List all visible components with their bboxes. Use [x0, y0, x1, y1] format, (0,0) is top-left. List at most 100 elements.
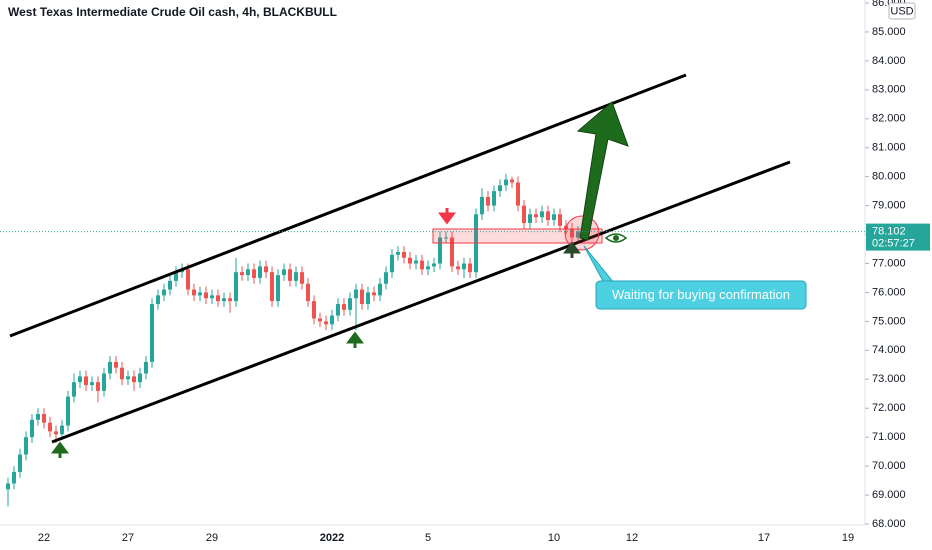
candle-body: [420, 260, 424, 270]
candle-body: [228, 298, 232, 302]
candle-body: [36, 414, 40, 420]
candle-body: [114, 361, 118, 368]
candle-body: [132, 376, 136, 383]
currency-label: USD: [890, 5, 913, 17]
y-tick-label: 84.000: [872, 55, 906, 67]
last-price-box: [866, 223, 930, 251]
x-tick-label: 5: [425, 532, 431, 544]
candle-body: [258, 266, 262, 278]
candle-body: [540, 211, 544, 218]
candle-body: [378, 283, 382, 296]
candle-body: [54, 431, 58, 435]
candle-body: [198, 292, 202, 296]
eye-icon: [604, 233, 628, 243]
candle-body: [426, 266, 430, 270]
candle-body: [120, 367, 124, 380]
candle-body: [342, 304, 346, 310]
candle-body: [366, 292, 370, 305]
candle-body: [246, 269, 250, 276]
candles: [6, 173, 580, 507]
candle-body: [6, 483, 10, 490]
x-tick-label: 17: [758, 532, 770, 544]
y-tick-label: 85.000: [872, 26, 906, 38]
candle-body: [318, 318, 322, 322]
candle-body: [330, 315, 334, 325]
candle-body: [396, 251, 400, 255]
candle-body: [162, 289, 166, 296]
x-tick-label: 29: [206, 532, 218, 544]
candle-body: [42, 414, 46, 423]
last-price-label: 78.102: [872, 226, 906, 238]
candle-body: [294, 272, 298, 281]
candle-body: [408, 257, 412, 264]
candle-body: [456, 266, 460, 270]
y-tick-label: 77.000: [872, 257, 906, 269]
candle-body: [108, 361, 112, 374]
candle-body: [288, 269, 292, 281]
candle-body: [312, 301, 316, 319]
candle-body: [492, 191, 496, 206]
candle-body: [144, 361, 148, 374]
candle-body: [546, 211, 550, 221]
y-tick-label: 75.000: [872, 315, 906, 327]
candle-body: [90, 382, 94, 386]
candle-body: [18, 454, 22, 472]
y-tick-label: 73.000: [872, 373, 906, 385]
candle-body: [24, 437, 28, 455]
candle-body: [78, 376, 82, 383]
candle-body: [444, 237, 448, 239]
candle-body: [486, 196, 490, 206]
up-arrow-marker: [51, 441, 69, 458]
candle-body: [264, 266, 268, 273]
candle-body: [210, 295, 214, 299]
candle-body: [186, 269, 190, 290]
candle-body: [528, 214, 532, 223]
candle-body: [558, 214, 562, 226]
candle-body: [270, 272, 274, 302]
candle-body: [390, 254, 394, 273]
candle-body: [126, 376, 130, 380]
candle-body: [138, 373, 142, 383]
candle-body: [450, 237, 454, 267]
y-tick-label: 82.000: [872, 113, 906, 125]
target-arrow: [576, 101, 629, 241]
candle-body: [174, 272, 178, 281]
candle-body: [498, 185, 502, 192]
candle-body: [234, 272, 238, 302]
candle-body: [576, 231, 580, 238]
candle-body: [48, 422, 52, 432]
candle-body: [66, 396, 70, 426]
candle-body: [192, 289, 196, 296]
candle-body: [372, 292, 376, 296]
candle-body: [570, 228, 574, 238]
x-tick-label: 19: [842, 532, 854, 544]
candle-body: [522, 205, 526, 223]
candle-body: [402, 251, 406, 258]
y-tick-label: 81.000: [872, 142, 906, 154]
y-tick-label: 69.000: [872, 489, 906, 501]
candle-body: [96, 382, 100, 391]
candle-body: [168, 280, 172, 290]
y-tick-label: 76.000: [872, 286, 906, 298]
lower-channel-line: [51, 160, 791, 444]
y-tick-label: 80.000: [872, 171, 906, 183]
candle-body: [516, 182, 520, 206]
candle-body: [306, 283, 310, 302]
y-tick-label: 68.000: [872, 518, 906, 530]
chart-title: West Texas Intermediate Crude Oil cash, …: [8, 5, 337, 19]
x-tick-label: 2022: [320, 532, 344, 544]
candle-body: [414, 260, 418, 264]
up-arrow-marker: [346, 331, 364, 348]
currency-box: [888, 2, 916, 20]
candle-body: [204, 292, 208, 299]
y-tick-label: 70.000: [872, 460, 906, 472]
x-tick-label: 10: [548, 532, 560, 544]
candle-body: [276, 275, 280, 302]
y-tick-label: 79.000: [872, 200, 906, 212]
candle-body: [480, 196, 484, 215]
candle-body: [534, 214, 538, 218]
